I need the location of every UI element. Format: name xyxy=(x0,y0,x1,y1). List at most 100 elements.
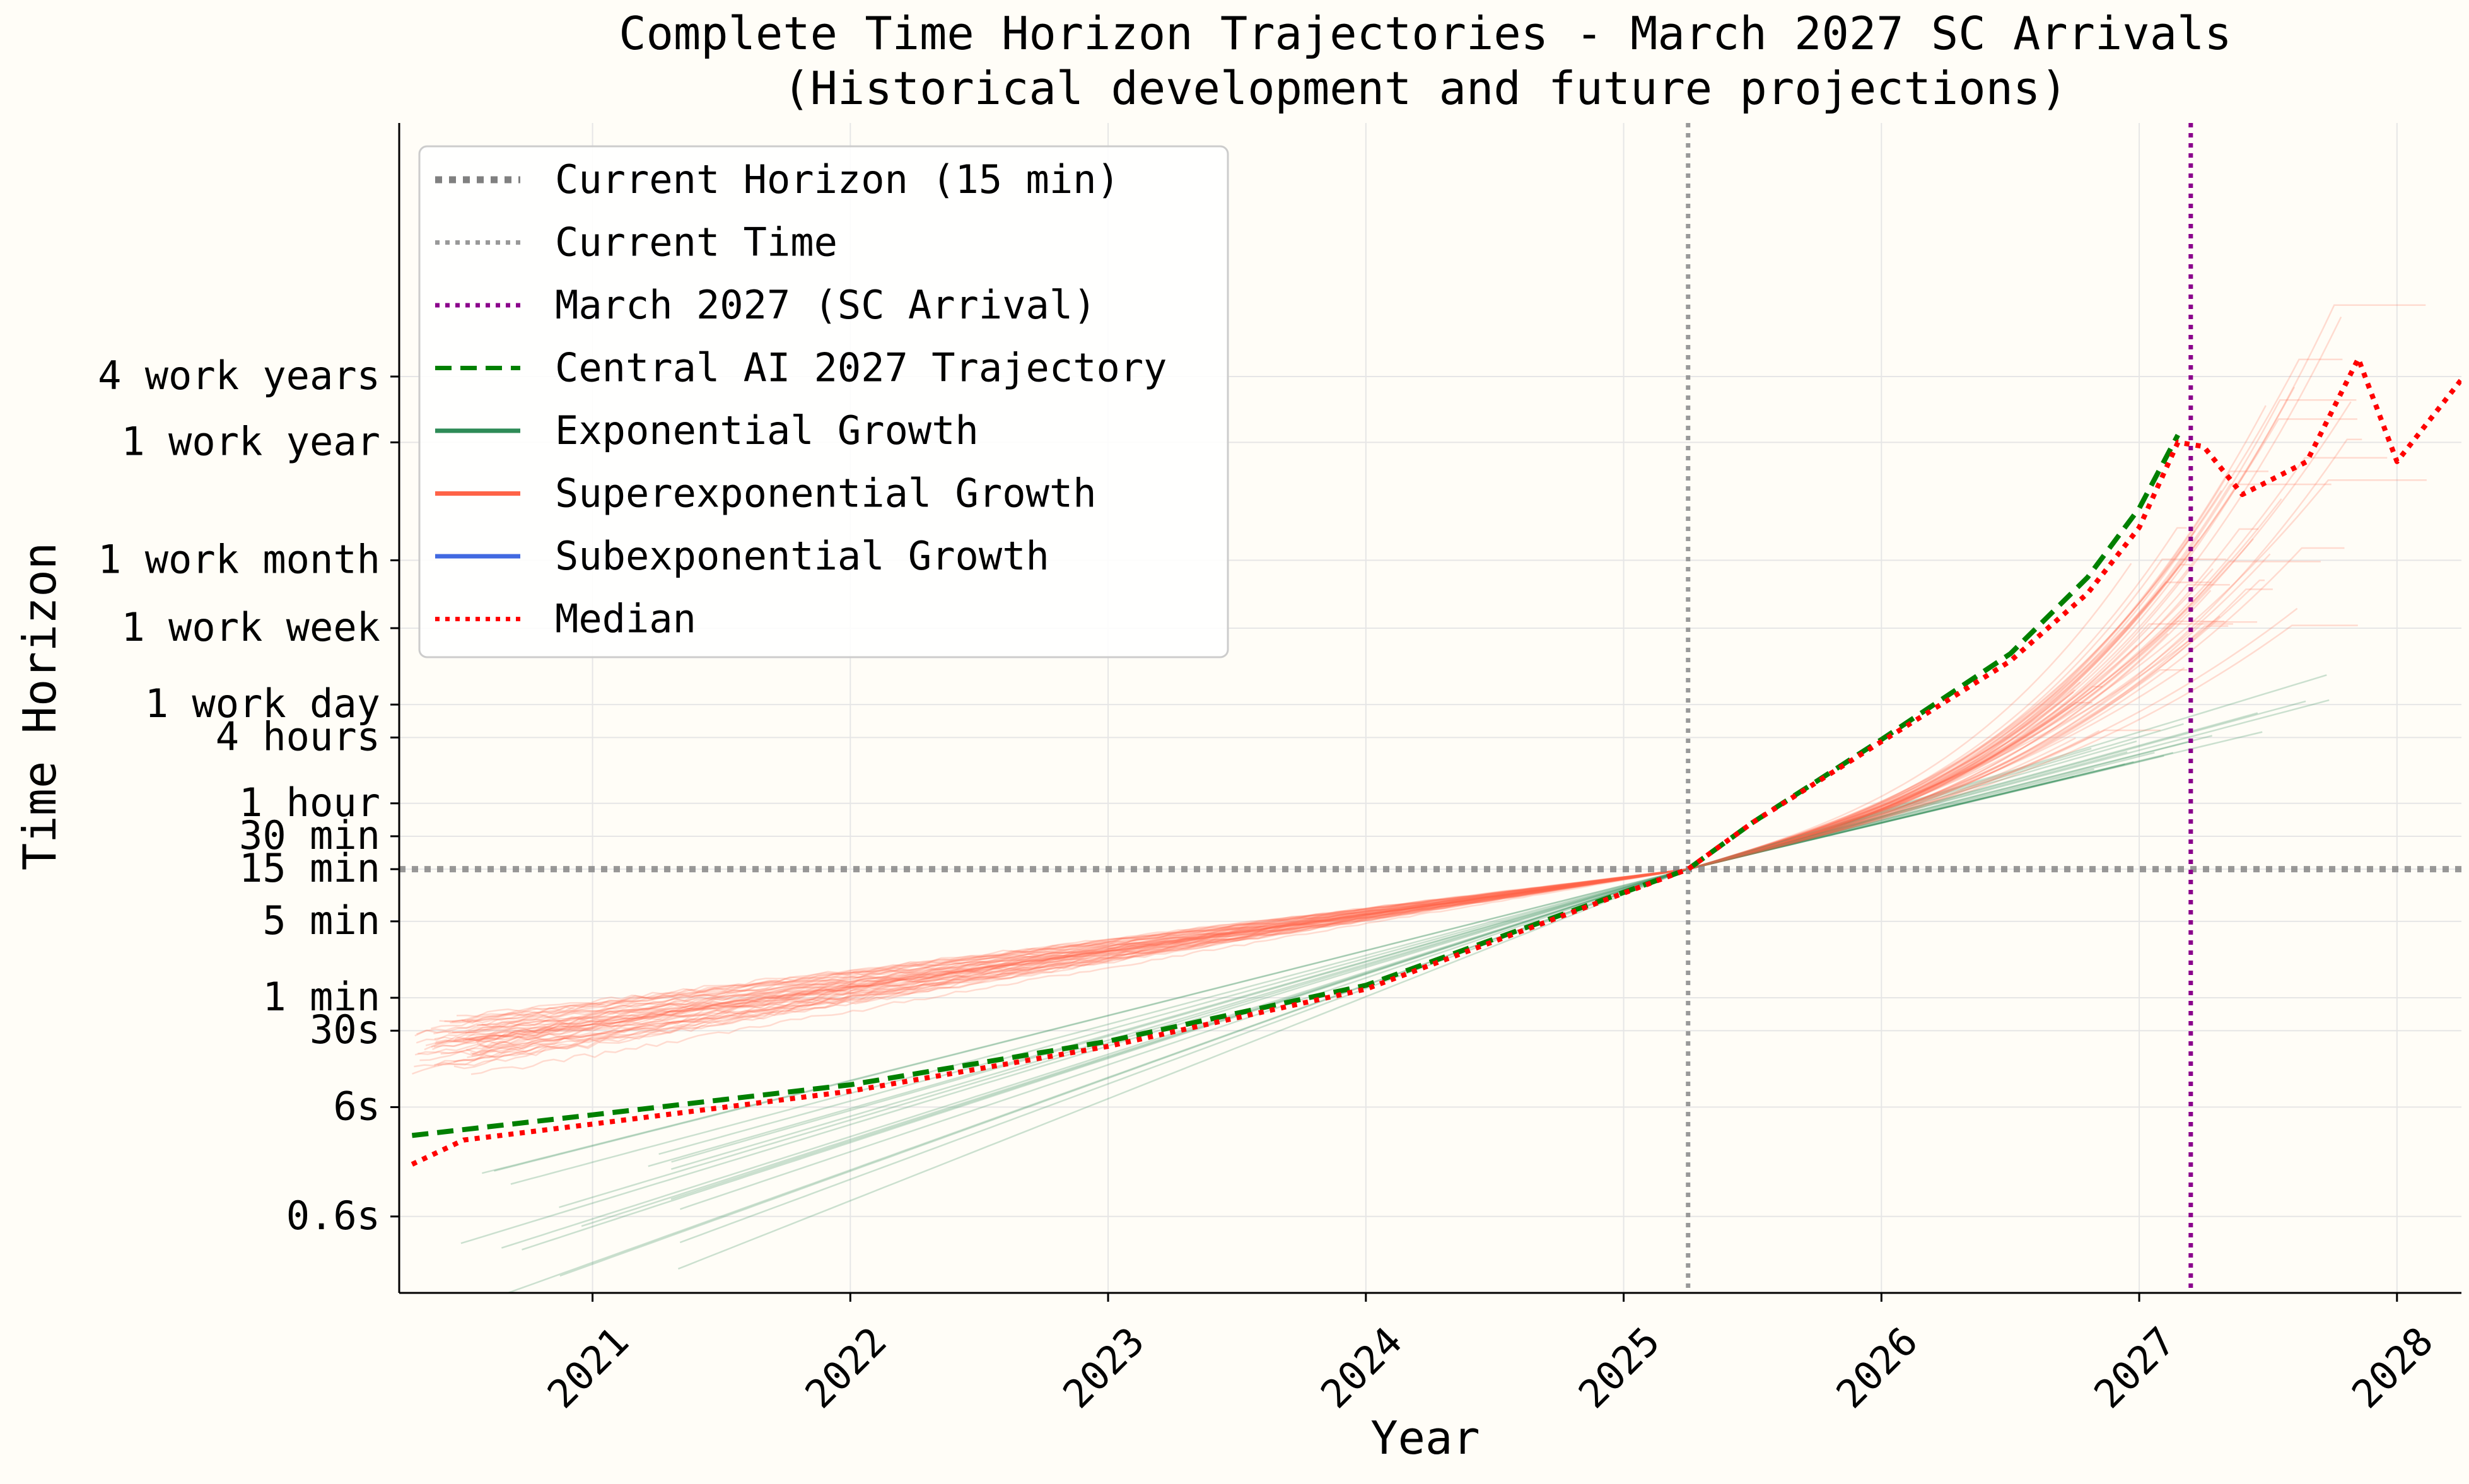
legend: Current Horizon (15 min) Current Time Marc… xyxy=(418,145,1229,658)
trajectory-line xyxy=(581,731,2263,1227)
main-series xyxy=(411,356,2461,1167)
trajectory-line xyxy=(444,729,2161,1022)
axes xyxy=(398,123,2461,1294)
trajectory-line xyxy=(467,737,2076,1022)
trajectory-line xyxy=(460,740,2194,1244)
trajectory-line xyxy=(559,751,2128,1277)
y-axis-label: Time Horizon xyxy=(13,542,66,870)
y-tick-label: 0.6s xyxy=(286,1193,380,1239)
trajectory-line xyxy=(470,563,2132,1075)
trajectory-line xyxy=(522,700,2306,1251)
trajectory-line xyxy=(431,607,2298,1030)
trajectory-line xyxy=(448,669,2188,1034)
trajectory-line xyxy=(452,667,2185,1034)
trajectory-line xyxy=(479,538,2254,1055)
legend-box xyxy=(418,145,1229,658)
trajectory-line xyxy=(468,623,2233,1032)
trajectory-line xyxy=(670,763,2125,1200)
trajectory-line xyxy=(470,568,2214,1056)
trajectory-line xyxy=(450,438,2362,1024)
trajectory-line xyxy=(416,304,2426,1044)
trajectory-line xyxy=(454,399,2357,1040)
y-tick-label: 1 work year xyxy=(121,418,380,464)
central-trajectory-line xyxy=(411,433,2180,1138)
y-tick-label: 4 work years xyxy=(98,353,380,399)
legend-label: Superexponential Growth xyxy=(555,470,1097,517)
trajectory-line xyxy=(467,616,2221,1058)
trajectory-line xyxy=(466,539,2200,1054)
y-tick-label: 1 work week xyxy=(121,604,380,650)
y-tick-label: 30s xyxy=(310,1007,380,1053)
trajectory-line xyxy=(424,553,2271,1051)
trajectory-line xyxy=(479,457,2388,1046)
trajectory-line xyxy=(477,702,2093,1045)
reference-lines xyxy=(399,123,2461,1293)
trajectory-line xyxy=(414,527,2187,1068)
y-tick-label: 6s xyxy=(333,1083,380,1129)
y-tick-label: 1 min xyxy=(262,974,380,1020)
legend-label: March 2027 (SC Arrival) xyxy=(555,282,1097,328)
trajectory-line xyxy=(481,621,2258,1028)
trajectory-line xyxy=(481,752,2173,1174)
trajectory-line xyxy=(476,633,2169,1026)
trajectory-line xyxy=(452,588,2273,1023)
trajectory-line xyxy=(472,479,2427,1055)
legend-label: Median xyxy=(555,596,696,642)
x-axis-label: Year xyxy=(1370,1411,1480,1464)
trajectory-line xyxy=(435,645,2138,1043)
y-tick-label: 30 min xyxy=(239,812,380,858)
median-line xyxy=(411,356,2461,1167)
trajectory-bundle xyxy=(412,304,2427,1293)
trajectory-line xyxy=(437,490,2222,1066)
trajectory-line xyxy=(414,498,2282,1056)
trajectory-line xyxy=(439,730,2100,1023)
trajectory-line xyxy=(412,358,2343,1075)
trajectory-line xyxy=(501,674,2327,1249)
trajectory-line xyxy=(417,387,2296,1055)
trajectory-line xyxy=(453,581,2212,1070)
trajectory-line xyxy=(476,470,2268,1048)
trajectory-line xyxy=(494,761,2134,1172)
trajectory-line xyxy=(433,621,2225,1048)
y-tick-label: 1 work day xyxy=(145,681,380,727)
trajectory-line xyxy=(456,624,2358,1018)
trajectory-line xyxy=(679,752,2155,1210)
legend-label: Current Horizon (15 min) xyxy=(555,156,1120,202)
trajectory-line xyxy=(469,564,2190,1042)
trajectory-line xyxy=(471,681,2081,1057)
trajectory-line xyxy=(465,584,2230,1041)
chart-title: Complete Time Horizon Trajectories - Mar… xyxy=(619,7,2232,60)
trajectory-line xyxy=(431,560,2195,1048)
trajectory-line xyxy=(559,740,2137,1208)
trajectory-line xyxy=(510,735,2213,1185)
trajectory-line xyxy=(440,405,2267,1055)
trajectory-line xyxy=(462,625,2229,1024)
trajectory-line xyxy=(432,686,2103,1051)
trajectory-line xyxy=(677,723,2184,1270)
trajectory-line xyxy=(648,755,2164,1167)
trajectory-line xyxy=(433,316,2342,1035)
trajectory-line xyxy=(465,579,2265,1034)
trajectory-line xyxy=(414,547,2345,1037)
y-tick-label: 1 hour xyxy=(239,780,380,826)
trajectory-line xyxy=(670,768,2094,1170)
legend-label: Exponential Growth xyxy=(555,407,979,453)
trajectory-line xyxy=(505,747,2092,1293)
legend-label: Subexponential Growth xyxy=(555,533,1049,579)
y-tick-label: 4 hours xyxy=(216,713,380,759)
y-tick-label: 1 work month xyxy=(98,536,380,582)
trajectory-line xyxy=(419,558,2226,1061)
trajectory-line xyxy=(435,528,2259,1044)
trajectory-line xyxy=(416,590,2212,1035)
legend-label: Central AI 2027 Trajectory xyxy=(555,345,1167,391)
trajectory-line xyxy=(476,689,2075,1043)
trajectory-line xyxy=(462,530,2196,1043)
trajectory-line xyxy=(453,401,2352,1042)
trajectory-line xyxy=(671,776,2074,1163)
y-tick-label: 15 min xyxy=(239,845,380,891)
legend-label: Current Time xyxy=(555,219,838,266)
y-tick-label: 5 min xyxy=(262,897,380,944)
